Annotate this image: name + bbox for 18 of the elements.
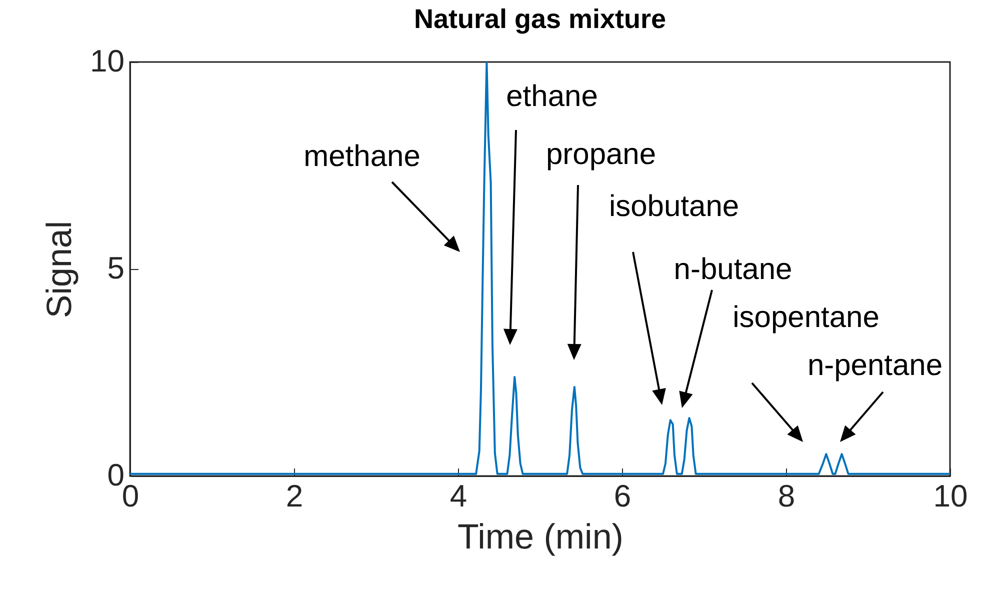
x-tick-label: 10	[933, 478, 968, 514]
annotation: ethane	[506, 80, 598, 113]
annotation: methane	[304, 140, 420, 173]
annotation: isopentane	[732, 301, 880, 334]
y-tick-label: 10	[90, 44, 124, 78]
annotation: propane	[546, 138, 656, 171]
x-tick-label: 6	[614, 478, 632, 514]
y-axis-title: Signal	[40, 220, 80, 318]
x-tick-label: 2	[286, 478, 304, 514]
annotation: n-butane	[674, 253, 792, 286]
chart-title: Natural gas mixture	[414, 4, 666, 34]
x-axis-title: Time (min)	[458, 518, 624, 556]
annotation: isobutane	[608, 190, 740, 223]
x-tick-label: 4	[450, 478, 468, 514]
line-series	[130, 62, 950, 475]
x-tick-label: 8	[778, 478, 796, 514]
annotation: n-pentane	[807, 349, 943, 382]
y-tick-label: 5	[107, 250, 124, 286]
